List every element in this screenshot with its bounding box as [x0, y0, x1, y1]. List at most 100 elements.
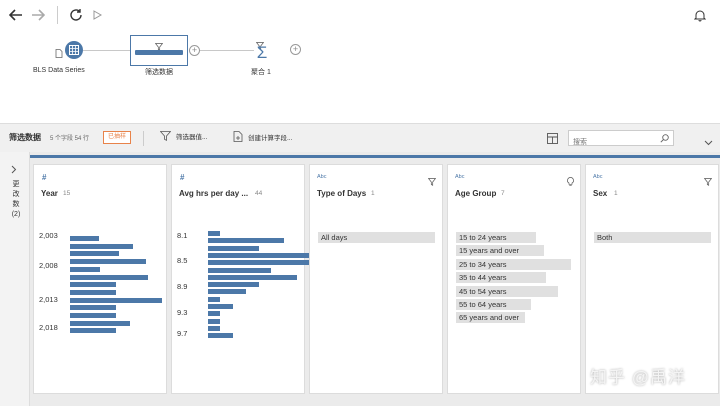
filter-icon[interactable]	[427, 173, 437, 191]
histogram-bar[interactable]	[70, 274, 148, 280]
search-input[interactable]	[569, 135, 659, 150]
number-type-icon: #	[42, 173, 47, 182]
axis-tick-label: 2,003	[39, 231, 58, 240]
field-name: Sex	[593, 189, 608, 198]
search-field[interactable]	[568, 130, 674, 150]
axis-tick-label: 9.3	[177, 308, 188, 317]
number-type-icon: #	[180, 173, 185, 182]
search-icon	[660, 134, 669, 143]
profile-pane: # Year 15 2,003 2,008 2,013 2,018 # Avg …	[30, 152, 720, 406]
histogram-bar[interactable]	[70, 328, 116, 334]
add-step-button[interactable]: +	[189, 45, 200, 56]
histogram-bar[interactable]	[70, 266, 100, 272]
category-item[interactable]: 15 to 24 years	[456, 232, 536, 243]
histogram-bar[interactable]	[208, 260, 310, 266]
sampled-badge[interactable]: 已抽样	[103, 131, 132, 144]
toolbar-divider	[57, 6, 58, 24]
category-item[interactable]: 15 years and over	[456, 245, 544, 257]
histogram-bar[interactable]	[70, 313, 116, 318]
axis-tick-label: 8.9	[177, 282, 188, 291]
category-item[interactable]: All days	[318, 232, 435, 243]
changes-count-label: 更改数(2)	[11, 181, 21, 218]
refresh-icon[interactable]	[66, 5, 86, 25]
filter-icon	[160, 131, 171, 141]
histogram-bar[interactable]	[208, 274, 297, 280]
profile-card-type-of-days[interactable]: Abc Type of Days 1 All days	[309, 164, 443, 394]
flow-canvas[interactable]: BLS Data Series + 筛选数据 Σ 聚合 1 +	[0, 30, 720, 123]
histogram-bar[interactable]	[208, 333, 233, 339]
histogram-bar[interactable]	[70, 259, 146, 265]
add-step-button[interactable]: +	[290, 44, 301, 55]
source-node-label: BLS Data Series	[33, 67, 85, 74]
histogram-bar[interactable]	[208, 245, 259, 251]
flow-connector	[83, 50, 130, 51]
field-name: Year	[41, 189, 58, 198]
axis-tick-label: 2,013	[39, 295, 58, 304]
axis-tick-label: 2,018	[39, 323, 58, 332]
profile-accent-line	[30, 155, 720, 158]
category-item[interactable]: 65 years and over	[456, 312, 525, 324]
histogram-bar[interactable]	[70, 289, 116, 295]
histogram-bar[interactable]	[208, 311, 220, 317]
histogram-bar[interactable]	[208, 289, 246, 295]
lightbulb-icon[interactable]	[567, 173, 574, 191]
step-header-bar: 筛选数据 5 个字段 54 行 已抽样 筛选器值... 创建计算字段...	[0, 123, 720, 152]
calc-field-icon	[233, 131, 243, 142]
histogram-bar[interactable]	[70, 243, 133, 249]
filter-icon	[255, 37, 265, 55]
histogram-bar[interactable]	[208, 304, 233, 309]
profile-card-sex[interactable]: Abc Sex 1 Both	[585, 164, 719, 394]
histogram-bar[interactable]	[208, 318, 220, 324]
bell-icon[interactable]	[690, 5, 710, 25]
distinct-count: 7	[501, 190, 505, 197]
filter-values-button[interactable]: 筛选器值...	[160, 131, 207, 141]
watermark: 知乎 @禹洋	[590, 368, 686, 387]
step-title: 筛选数据	[9, 133, 41, 142]
chevron-down-icon[interactable]	[704, 133, 713, 151]
histogram-bar[interactable]	[70, 236, 99, 241]
distinct-count: 44	[255, 190, 263, 197]
string-type-icon: Abc	[317, 174, 327, 180]
string-type-icon: Abc	[593, 174, 603, 180]
category-item[interactable]: 45 to 54 years	[456, 285, 558, 297]
histogram-bar[interactable]	[70, 282, 116, 288]
histogram-bar[interactable]	[208, 231, 220, 236]
histogram-bar[interactable]	[208, 238, 284, 244]
arrow-right-icon[interactable]	[28, 5, 48, 25]
field-name: Age Group	[455, 189, 497, 198]
arrow-left-icon[interactable]	[6, 5, 26, 25]
histogram-bar[interactable]	[208, 252, 310, 258]
layout-toggle-icon[interactable]	[547, 131, 558, 149]
histogram-bar[interactable]	[70, 320, 130, 326]
histogram-bar[interactable]	[70, 297, 162, 303]
filter-icon[interactable]	[703, 173, 713, 191]
histogram-bar[interactable]	[208, 282, 259, 288]
file-icon	[55, 45, 63, 58]
chevron-right-icon[interactable]	[11, 161, 17, 179]
category-item[interactable]: 35 to 44 years	[456, 272, 546, 284]
histogram-bar[interactable]	[208, 267, 271, 273]
field-name: Avg hrs per day ...	[179, 189, 249, 198]
histogram-bar[interactable]	[208, 296, 220, 302]
changes-side-panel[interactable]: 更改数(2)	[0, 152, 30, 406]
axis-tick-label: 8.5	[177, 256, 188, 265]
clean-step-node[interactable]	[130, 35, 188, 66]
histogram-bar[interactable]	[70, 251, 119, 257]
histogram-bar[interactable]	[70, 305, 116, 311]
sigma-icon[interactable]: Σ	[256, 43, 268, 62]
profile-card-avg-hrs[interactable]: # Avg hrs per day ... 44 8.1 8.5 8.9 9.3…	[171, 164, 310, 394]
profile-card-year[interactable]: # Year 15 2,003 2,008 2,013 2,018	[33, 164, 167, 394]
clean-node-label: 筛选数据	[145, 69, 173, 76]
axis-tick-label: 9.7	[177, 329, 188, 338]
play-icon[interactable]	[87, 5, 107, 25]
aggregate-node-label: 聚合 1	[251, 69, 271, 76]
category-item[interactable]: 55 to 64 years	[456, 299, 531, 310]
data-source-node[interactable]	[65, 41, 83, 59]
profile-card-age-group[interactable]: Abc Age Group 7 15 to 24 years 15 years a…	[447, 164, 581, 394]
flow-connector	[199, 50, 254, 51]
step-meta: 5 个字段 54 行	[50, 136, 90, 142]
category-item[interactable]: Both	[594, 232, 711, 243]
create-calc-field-button[interactable]: 创建计算字段...	[233, 131, 292, 142]
histogram-bar[interactable]	[208, 325, 220, 331]
category-item[interactable]: 25 to 34 years	[456, 258, 571, 270]
